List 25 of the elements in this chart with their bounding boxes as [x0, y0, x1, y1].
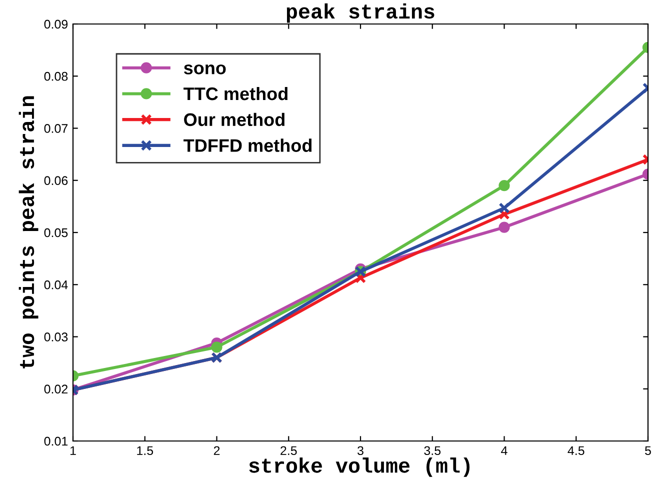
legend-label: TDFFD method [184, 138, 312, 152]
x-tick-label: 1.5 [137, 446, 154, 456]
legend-label: TTC method [184, 86, 288, 100]
x-tick-label: 4.5 [568, 446, 584, 456]
legend-label: sono [184, 64, 226, 74]
y-tick-label: 0.08 [44, 72, 68, 81]
y-tick-label: 0.09 [44, 20, 68, 29]
x-tick-label: 2.5 [280, 446, 297, 456]
x-tick-label: 4 [501, 446, 508, 455]
y-tick-label: 0.05 [44, 228, 68, 238]
y-tick-label: 0.01 [44, 436, 68, 446]
y-tick-label: 0.03 [44, 332, 68, 342]
y-tick-label: 0.07 [44, 124, 68, 133]
x-axis-title: stroke volume (ml) [249, 458, 470, 477]
x-tick-label: 2 [214, 446, 220, 455]
y-axis-title: two points peak strain [18, 96, 38, 368]
chart-title: peak strains [286, 3, 434, 23]
y-tick-label: 0.04 [44, 280, 68, 290]
y-tick-label: 0.02 [44, 384, 68, 394]
x-tick-label: 5 [645, 446, 651, 456]
y-tick-label: 0.06 [44, 176, 68, 186]
x-tick-label: 3 [358, 446, 364, 456]
legend-label: Our method [184, 112, 284, 126]
x-tick-label: 1 [70, 446, 76, 455]
x-tick-label: 3.5 [424, 446, 441, 456]
